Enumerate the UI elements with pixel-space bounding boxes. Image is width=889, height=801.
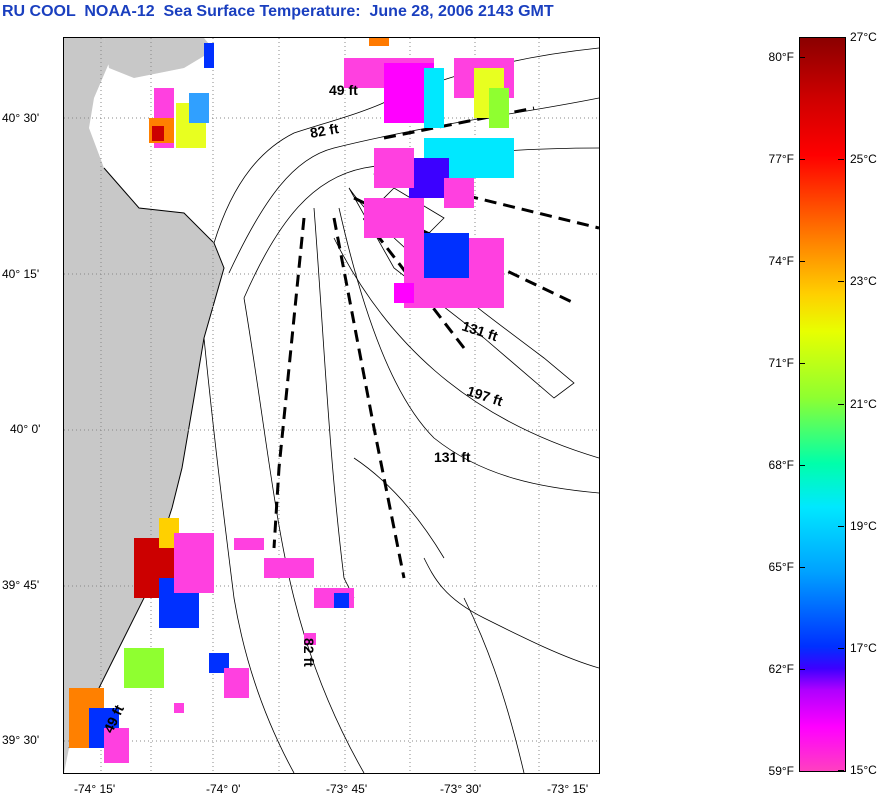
colorbar-f-74: 74°F (768, 254, 794, 268)
colorbar-c-25: 25°C (850, 152, 877, 166)
colorbar-f-71: 71°F (768, 356, 794, 370)
colorbar-c-19: 19°C (850, 519, 877, 533)
lon-label-73-15: -73° 15' (547, 782, 589, 796)
lat-label-40-30: 40° 30' (2, 111, 40, 125)
colorbar-c-15: 15°C (850, 763, 877, 777)
colorbar-f-59: 59°F (768, 764, 794, 778)
colorbar-f-80: 80°F (768, 50, 794, 64)
land-long-island-tip (104, 38, 214, 78)
lon-label-73-45: -73° 45' (326, 782, 368, 796)
lat-label-39-45: 39° 45' (2, 578, 40, 592)
lat-label-40-0: 40° 0' (10, 422, 41, 436)
colorbar-c-27: 27°C (850, 30, 877, 44)
lat-label-40-15: 40° 15' (2, 267, 40, 281)
colorbar-f-62: 62°F (768, 662, 794, 676)
colorbar-f-68: 68°F (768, 458, 794, 472)
map-canvas: 49 ft 82 ft 131 ft 197 ft 131 ft 82 ft 4… (64, 38, 599, 773)
depth-label-north-82: 82 ft (309, 120, 340, 141)
depth-label-shelf-197: 197 ft (465, 383, 505, 410)
lon-label-73-30: -73° 30' (440, 782, 482, 796)
colorbar-c-21: 21°C (850, 397, 877, 411)
depth-label-south-82: 82 ft (301, 638, 317, 667)
lat-label-39-30: 39° 30' (2, 733, 40, 747)
depth-label-shelf-131b: 131 ft (434, 449, 471, 465)
colorbar-c-23: 23°C (850, 274, 877, 288)
sst-patches (69, 38, 514, 763)
depth-label-shelf-131a: 131 ft (460, 318, 500, 345)
colorbar-f-65: 65°F (768, 560, 794, 574)
depth-label-north-49: 49 ft (329, 82, 358, 98)
map-title: RU COOL NOAA-12 Sea Surface Temperature:… (2, 3, 554, 20)
colorbar-c-17: 17°C (850, 641, 877, 655)
lon-label-74-0: -74° 0' (206, 782, 241, 796)
land-new-jersey (64, 38, 224, 773)
lon-label-74-15: -74° 15' (74, 782, 116, 796)
coastline (68, 167, 225, 749)
sst-map[interactable]: 49 ft 82 ft 131 ft 197 ft 131 ft 82 ft 4… (63, 37, 600, 774)
colorbar-f-77: 77°F (768, 152, 794, 166)
